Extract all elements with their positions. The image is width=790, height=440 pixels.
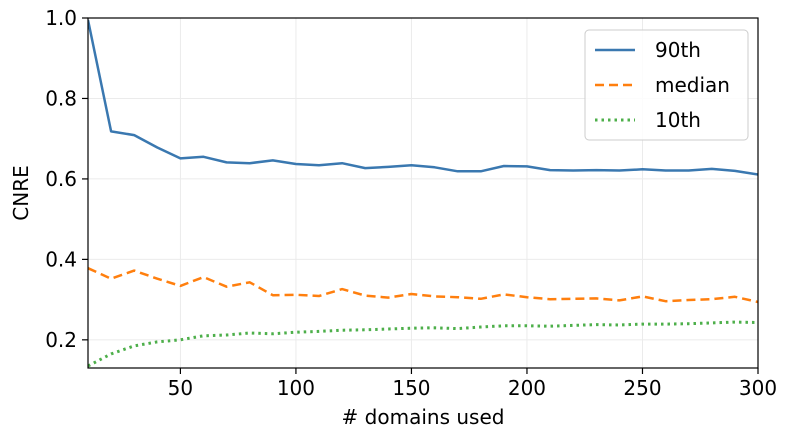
legend-label-median: median — [655, 73, 730, 97]
series-lines — [88, 19, 758, 368]
legend-label-10th: 10th — [655, 108, 701, 132]
legend: 90th median 10th — [584, 29, 749, 141]
plot-frame — [87, 17, 759, 369]
x-tick-label: 50 — [168, 376, 193, 400]
series-line-median — [88, 267, 758, 304]
x-tick-label: 100 — [277, 376, 315, 400]
axis-ticks: 50 100 150 200 250 300 0.2 0.4 0.6 0.8 1.0 — [45, 6, 777, 400]
legend-box — [584, 29, 749, 141]
x-tick-label: 150 — [392, 376, 430, 400]
y-tick-label: 0.6 — [45, 167, 77, 191]
y-tick-label: 0.8 — [45, 86, 77, 110]
x-tick-label: 300 — [739, 376, 777, 400]
y-axis-label: CNRE — [9, 165, 33, 220]
y-tick-label: 0.2 — [45, 328, 77, 352]
x-tick-label: 200 — [508, 376, 546, 400]
x-axis-label: # domains used — [342, 405, 505, 429]
series-line-90th — [88, 19, 758, 176]
y-tick-label: 0.4 — [45, 247, 77, 271]
y-tick-label: 1.0 — [45, 6, 77, 30]
series-line-10th — [88, 320, 758, 368]
x-tick-label: 250 — [623, 376, 661, 400]
legend-label-90th: 90th — [655, 38, 701, 62]
